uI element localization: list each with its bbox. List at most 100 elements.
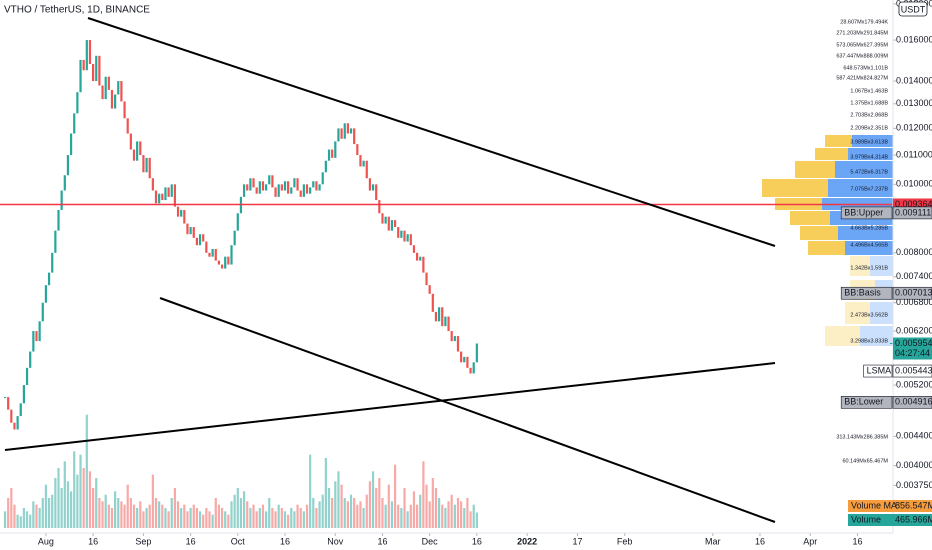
- volume-bar: [425, 484, 428, 528]
- y-tick-label: 0.010000: [896, 179, 932, 189]
- volume-bar: [198, 511, 202, 528]
- candle: [151, 178, 154, 191]
- volume-bar: [403, 488, 406, 528]
- profile-label: 2.473Bx3.562B: [850, 312, 888, 318]
- volume-bar: [161, 504, 164, 528]
- volume-bar: [312, 498, 315, 528]
- volume-bar: [132, 504, 136, 528]
- candle: [302, 184, 305, 197]
- volume-bar: [362, 508, 365, 528]
- candle: [283, 181, 287, 191]
- volume-bar: [412, 491, 416, 528]
- profile-label: 1.375Bx1.688B: [850, 100, 888, 106]
- candle: [41, 302, 44, 322]
- candle: [390, 220, 394, 231]
- volume-bar: [422, 461, 425, 528]
- candle: [403, 230, 406, 242]
- volume-bar: [101, 501, 104, 528]
- candle: [334, 141, 337, 158]
- volume-bar: [268, 498, 271, 528]
- volume-bar: [469, 511, 472, 528]
- candle: [425, 272, 428, 286]
- candle: [258, 181, 261, 194]
- candle: [158, 193, 161, 204]
- volume-bar: [393, 464, 397, 528]
- candle: [456, 336, 460, 352]
- volume-bar: [438, 498, 441, 528]
- candle: [312, 181, 315, 188]
- y-tick-label: 0.004400: [896, 431, 932, 441]
- candle: [261, 181, 265, 191]
- candle: [95, 55, 98, 82]
- candle: [406, 234, 409, 242]
- candle: [353, 128, 356, 145]
- candle: [397, 227, 400, 238]
- volume-bar: [302, 511, 305, 528]
- price-badge-label: 0.005954: [895, 338, 932, 348]
- volume-bar: [98, 498, 101, 528]
- candle: [148, 157, 151, 179]
- overlay: 0.0180000.0160000.0140000.0130000.012000…: [38, 0, 932, 546]
- candle: [129, 133, 132, 150]
- volume-bar: [19, 516, 22, 528]
- candle: [32, 331, 35, 352]
- volume-bar: [274, 511, 277, 528]
- price-badge-label: 0.004916: [895, 397, 932, 407]
- volume-bar: [151, 474, 154, 528]
- volume-bar: [349, 494, 353, 528]
- candle: [13, 422, 16, 430]
- candle: [79, 59, 82, 93]
- candle: [230, 245, 233, 265]
- candle: [299, 190, 302, 197]
- profile-label: 1.067Bx1.463B: [850, 88, 888, 94]
- candle: [110, 89, 114, 109]
- indicator-badge-label: BB:Upper: [844, 207, 883, 217]
- candle: [268, 175, 271, 185]
- candle: [309, 187, 312, 194]
- candle: [287, 181, 290, 194]
- price-badge-label: 0.005443: [895, 365, 932, 375]
- volume-bar: [145, 508, 148, 528]
- profile-bar: [870, 256, 893, 276]
- candle: [142, 155, 145, 173]
- profile-label: 2.209Bx2.351B: [850, 125, 888, 131]
- volume-bar: [447, 501, 450, 528]
- candle: [114, 94, 117, 109]
- indicator-badge: [840, 206, 893, 220]
- candle: [54, 230, 57, 253]
- candle: [428, 285, 431, 294]
- candle: [453, 336, 456, 342]
- candle: [136, 141, 139, 161]
- y-tick-label: 0.003750: [896, 480, 932, 490]
- candle: [469, 367, 472, 374]
- chart-title: VTHO / TetherUS, 1D, BINANCE: [4, 5, 150, 16]
- volume-bar: [353, 498, 356, 528]
- volume-bar: [73, 451, 76, 528]
- candle: [66, 155, 70, 176]
- x-tick-label: Apr: [803, 536, 817, 546]
- candle: [242, 184, 246, 197]
- volume-bar: [293, 511, 296, 528]
- volume-bar: [381, 498, 384, 528]
- candle: [246, 184, 249, 191]
- volume-bar: [453, 504, 456, 528]
- candle: [180, 209, 183, 217]
- volume-bar: [258, 508, 261, 528]
- candle: [318, 184, 321, 191]
- candle: [434, 311, 438, 322]
- candle: [252, 178, 255, 188]
- y-tick-label: 0.007400: [896, 271, 932, 281]
- volume-badge-name: Volume: [851, 514, 881, 524]
- candle: [154, 190, 158, 204]
- volume-bar: [296, 504, 299, 528]
- indicator-badge-label: BB:Lower: [844, 397, 883, 407]
- volume-bar: [337, 471, 340, 528]
- volume-bar: [51, 494, 54, 528]
- x-tick-label: 16: [472, 536, 482, 546]
- candle: [57, 209, 60, 231]
- candle: [161, 193, 164, 201]
- volume-bar: [10, 488, 13, 528]
- volume-bar: [35, 504, 38, 528]
- candle: [463, 356, 466, 363]
- volume-bar: [472, 504, 475, 528]
